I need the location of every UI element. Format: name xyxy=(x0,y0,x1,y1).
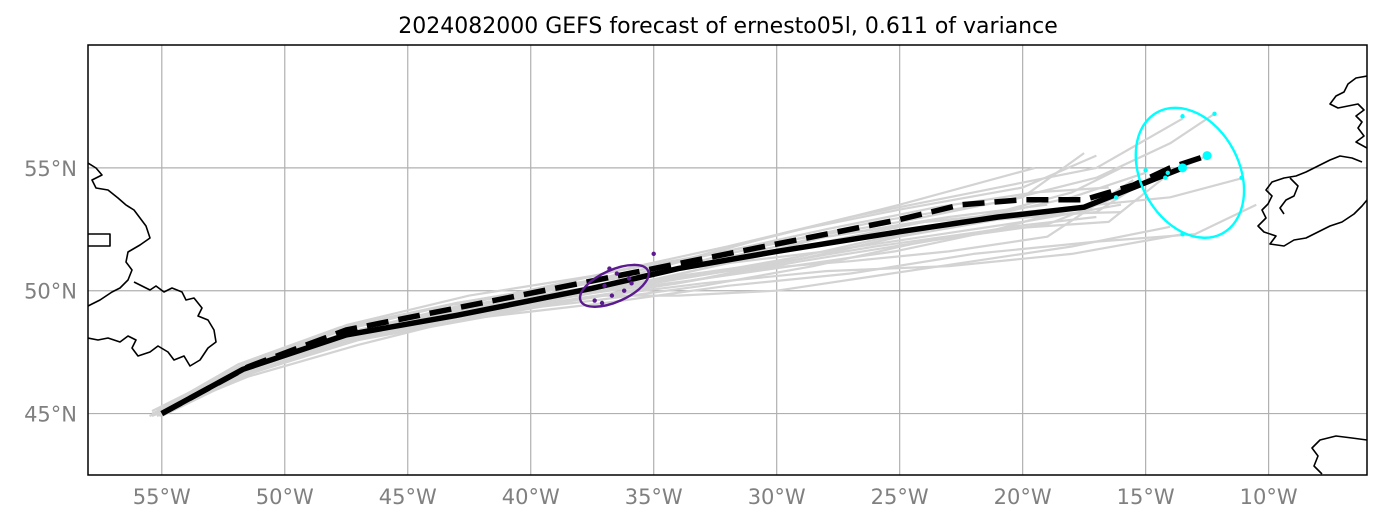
lon-tick-label: 20°W xyxy=(994,485,1052,509)
lon-tick-label: 25°W xyxy=(871,485,929,509)
mean-track-dashed xyxy=(160,152,1208,417)
ensemble-track xyxy=(161,166,1166,417)
coastlines xyxy=(88,75,1367,475)
ensemble-track xyxy=(158,211,1060,417)
uncertainty-ellipse-mid xyxy=(578,263,650,308)
lon-tick-label: 35°W xyxy=(625,485,683,509)
member-point-mid xyxy=(621,288,627,293)
axis-ticks: 55°W 50°W 45°W 40°W 35°W 30°W 25°W 20°W 15°W 10°W… xyxy=(24,157,1298,509)
lon-tick-label: 10°W xyxy=(1240,485,1298,509)
uncertainty-markers xyxy=(578,106,1246,308)
member-point-end xyxy=(1163,175,1168,180)
member-point-mid xyxy=(607,266,612,271)
lat-tick-label: 45°N xyxy=(24,403,77,427)
coastline-britain-ireland xyxy=(1257,75,1367,247)
lat-tick-label: 50°N xyxy=(24,280,77,304)
lon-tick-label: 40°W xyxy=(502,485,560,509)
mean-tracks xyxy=(160,152,1208,417)
map-title: 2024082000 GEFS forecast of ernesto05l, … xyxy=(398,14,1058,39)
member-point-end xyxy=(1113,195,1119,200)
lon-tick-label: 30°W xyxy=(748,485,806,509)
coastline-iberia xyxy=(1311,435,1367,475)
member-point-mid xyxy=(592,298,597,303)
lon-tick-label: 50°W xyxy=(256,485,314,509)
ensemble-track xyxy=(151,203,1257,418)
member-point-end xyxy=(1143,168,1148,173)
member-point-mid xyxy=(602,283,607,288)
member-point-end xyxy=(1165,170,1170,175)
gridlines xyxy=(88,45,1367,475)
ensemble-track xyxy=(153,215,1097,415)
lon-tick-label: 55°W xyxy=(133,485,191,509)
member-point-mid xyxy=(609,293,615,298)
member-point-end xyxy=(1239,175,1244,180)
member-point-end xyxy=(1180,232,1185,237)
member-point-end xyxy=(1212,111,1217,117)
coastline-newfoundland xyxy=(88,162,217,367)
lat-tick-label: 55°N xyxy=(24,157,77,181)
member-point-end xyxy=(1180,114,1185,119)
mean-position-end xyxy=(1178,163,1188,173)
member-point-mid xyxy=(629,281,634,286)
mean-track-solid xyxy=(160,165,1184,417)
member-point-mid xyxy=(651,251,656,257)
member-point-mid xyxy=(614,271,620,276)
mean-position-end xyxy=(1202,151,1212,161)
member-point-mid xyxy=(599,300,605,306)
uncertainty-ellipse-end xyxy=(1134,106,1246,239)
lon-tick-label: 45°W xyxy=(379,485,437,509)
lon-tick-label: 15°W xyxy=(1117,485,1175,509)
plot-frame xyxy=(87,44,1368,476)
member-point-mid xyxy=(626,276,632,281)
